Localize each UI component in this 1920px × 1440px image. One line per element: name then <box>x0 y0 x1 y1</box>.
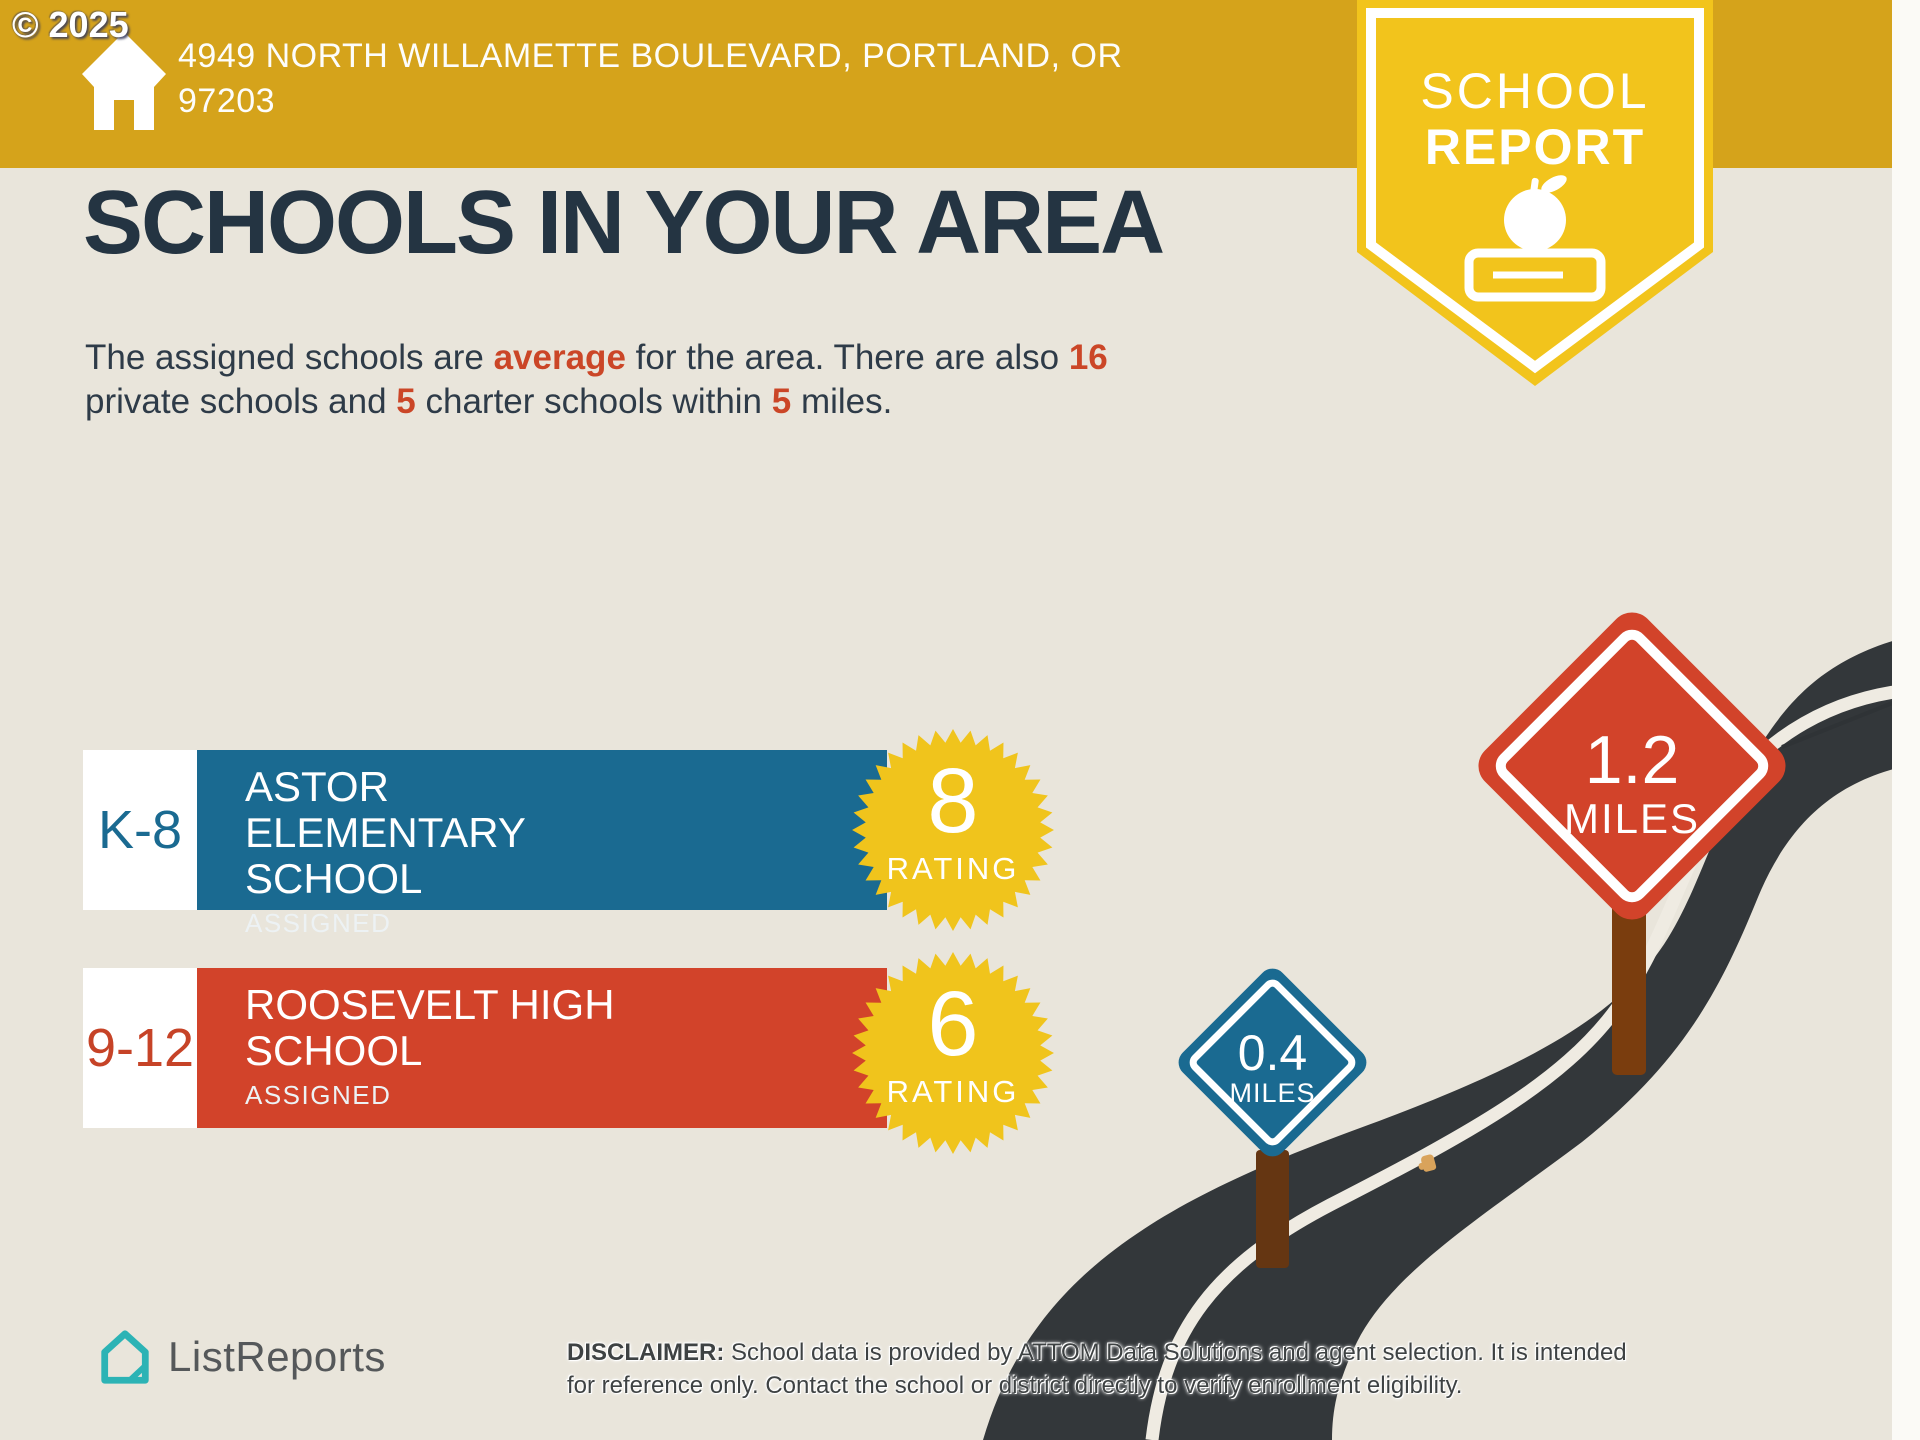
grade-range-badge: K-8 <box>83 750 197 910</box>
rating-value: 8 <box>927 750 979 852</box>
distance-unit: MILES <box>1229 1078 1316 1108</box>
school-report-badge: SCHOOL REPORT <box>1357 0 1713 386</box>
distance-sign-elementary: 1.2 MILES <box>1469 603 1795 929</box>
road-shape <box>983 636 1910 1440</box>
highlight-private-count: 16 <box>1068 338 1108 377</box>
property-address: 4949 NORTH WILLAMETTE BOULEVARD, PORTLAN… <box>178 34 1123 124</box>
grade-range-badge: 9-12 <box>83 968 197 1128</box>
school-name: ROOSEVELT HIGH SCHOOL <box>245 981 615 1074</box>
highlight-miles-count: 5 <box>771 382 792 421</box>
listreports-logo-icon <box>101 1330 149 1384</box>
home-icon <box>82 32 166 130</box>
rating-badge-elementary: 8 RATING <box>850 727 1056 933</box>
page-edge-strip <box>1892 0 1920 1440</box>
address-line2: 97203 <box>178 82 276 120</box>
rating-value: 6 <box>927 973 979 1075</box>
distance-value: 1.2 <box>1584 722 1680 798</box>
intro-text: The assigned schools are average for the… <box>85 336 1108 424</box>
pennant-shape <box>1357 0 1713 386</box>
page-title: SCHOOLS IN YOUR AREA <box>83 173 1165 273</box>
intro-line2: private schools and 5 charter schools wi… <box>85 382 893 421</box>
highlight-charter-count: 5 <box>396 382 416 421</box>
school-status: ASSIGNED <box>245 908 392 938</box>
badge-title-line1: SCHOOL <box>1420 63 1650 119</box>
starburst-icon <box>852 729 1054 931</box>
intro-line1: The assigned schools are average for the… <box>85 338 1108 377</box>
disclaimer-label: DISCLAIMER: <box>567 1339 725 1366</box>
disclaimer-line2: for reference only. Contact the school o… <box>567 1372 1463 1399</box>
address-line1: 4949 NORTH WILLAMETTE BOULEVARD, PORTLAN… <box>178 37 1123 75</box>
disclaimer-line1: DISCLAIMER: School data is provided by A… <box>567 1339 1627 1366</box>
highlight-average: average <box>493 338 626 377</box>
copyright-watermark: © 2025 <box>12 4 129 45</box>
school-status: ASSIGNED <box>245 1080 392 1110</box>
horizon-line <box>1781 696 1906 749</box>
badge-title-line2: REPORT <box>1424 119 1646 175</box>
red-sign-post <box>1612 900 1646 1075</box>
rating-label: RATING <box>886 851 1020 886</box>
rating-label: RATING <box>886 1074 1020 1109</box>
school-bar-red: ROOSEVELT HIGH SCHOOL ASSIGNED <box>197 968 887 1128</box>
blue-sign-post <box>1256 1150 1289 1268</box>
distance-value: 0.4 <box>1237 1025 1308 1081</box>
starburst-icon <box>852 952 1054 1154</box>
apple-on-book-icon <box>1464 175 1606 302</box>
listreports-brand: ListReports <box>96 1326 386 1388</box>
rating-badge-high: 6 RATING <box>850 950 1056 1156</box>
listreports-wordmark: ListReports <box>168 1333 386 1380</box>
distance-unit: MILES <box>1563 795 1701 842</box>
school-bar-blue: ASTOR ELEMENTARY SCHOOL ASSIGNED <box>197 750 887 938</box>
disclaimer-text: DISCLAIMER: School data is provided by A… <box>567 1336 1867 1402</box>
distance-sign-high: 0.4 MILES <box>1172 962 1373 1163</box>
school-name: ASTOR ELEMENTARY SCHOOL <box>245 763 526 902</box>
